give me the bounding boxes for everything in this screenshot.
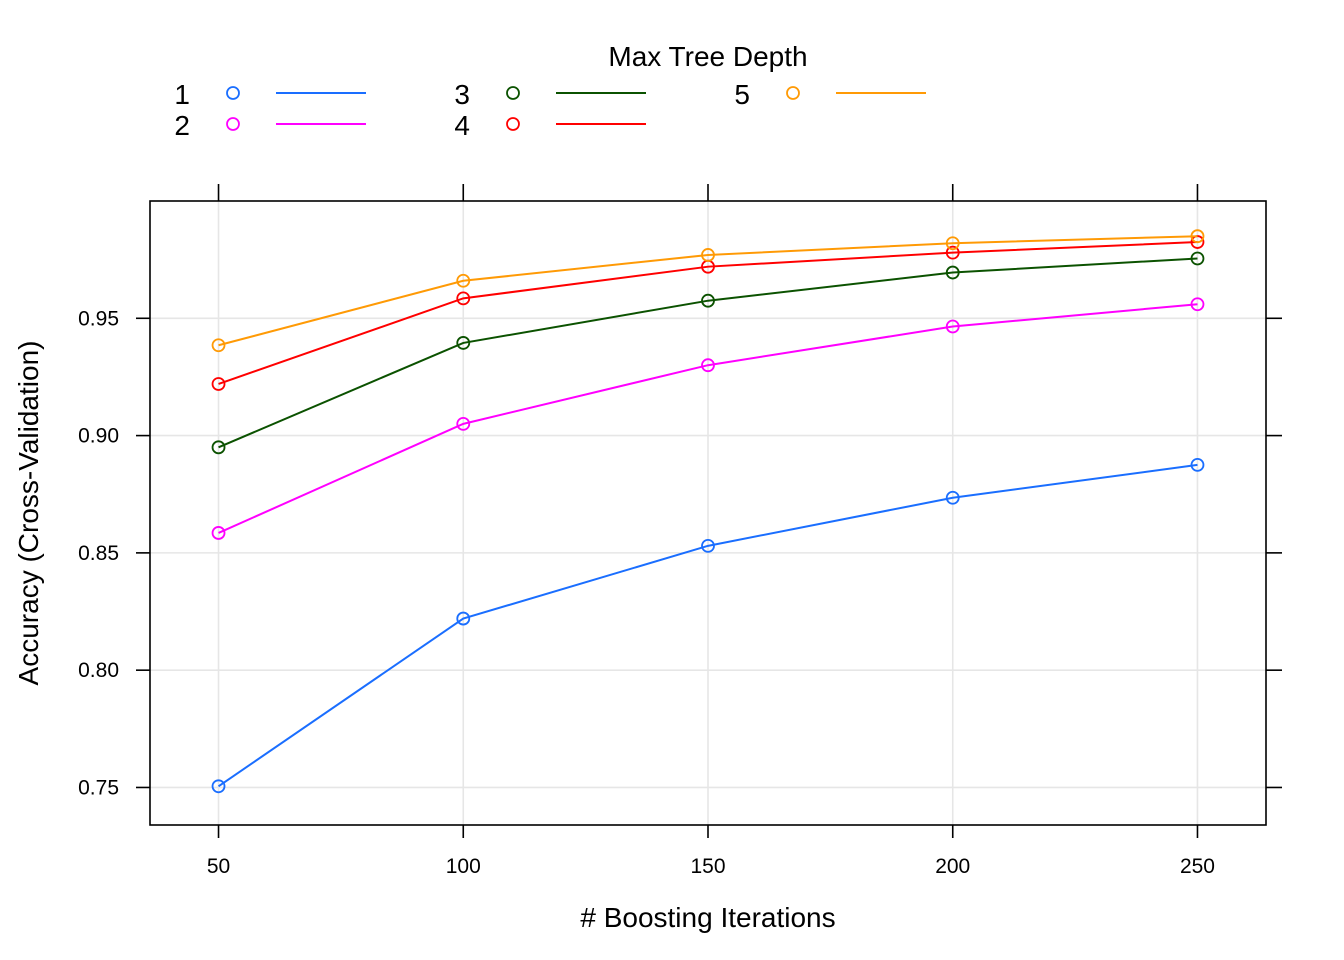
data-point bbox=[456, 611, 471, 626]
axes: 50 100 150 200 250 0.75 0.80 0.85 0.90 0.95 bbox=[78, 184, 1282, 878]
legend-label: 5 bbox=[734, 79, 750, 110]
data-point bbox=[701, 293, 715, 308]
x-tick-label: 200 bbox=[935, 855, 970, 878]
legend-item-2: 2 bbox=[174, 110, 366, 141]
x-tick-label: 50 bbox=[207, 855, 230, 878]
data-point bbox=[1190, 297, 1205, 312]
y-tick-label: 0.85 bbox=[78, 542, 119, 565]
data-point bbox=[211, 377, 226, 391]
data-point bbox=[456, 336, 471, 350]
legend-item-1: 1 bbox=[174, 79, 366, 110]
data-point bbox=[211, 779, 226, 794]
data-point bbox=[945, 245, 960, 260]
data-point bbox=[945, 265, 960, 280]
y-tick-label: 0.80 bbox=[78, 659, 119, 682]
legend-point-swatch bbox=[786, 86, 800, 100]
series-4 bbox=[211, 235, 1205, 391]
data-point bbox=[945, 490, 960, 505]
y-tick-label: 0.75 bbox=[78, 776, 119, 799]
data-point bbox=[945, 236, 960, 251]
legend-point-swatch bbox=[226, 117, 240, 131]
legend-label: 3 bbox=[454, 79, 470, 110]
series-line bbox=[218, 241, 1198, 385]
legend-label: 4 bbox=[454, 110, 470, 141]
legend-title: Max Tree Depth bbox=[608, 41, 807, 72]
data-point bbox=[1190, 229, 1205, 244]
legend-label: 2 bbox=[174, 110, 190, 141]
legend-item-5: 5 bbox=[734, 79, 926, 110]
data-point bbox=[456, 416, 471, 431]
y-axis-title: Accuracy (Cross-Validation) bbox=[13, 341, 44, 686]
series-line bbox=[217, 463, 1198, 788]
y-tick-label: 0.90 bbox=[78, 425, 119, 448]
x-axis-title: # Boosting Iterations bbox=[580, 902, 835, 933]
data-point bbox=[945, 319, 960, 334]
data-point bbox=[701, 248, 715, 262]
data-point bbox=[1190, 251, 1205, 266]
data-point bbox=[701, 358, 715, 373]
x-tick-label: 150 bbox=[690, 855, 725, 878]
legend-point-swatch bbox=[506, 117, 520, 131]
y-tick-label: 0.95 bbox=[78, 307, 119, 330]
data-point bbox=[701, 538, 715, 553]
data-point bbox=[456, 273, 471, 288]
series-layer bbox=[211, 229, 1205, 794]
grid bbox=[150, 201, 1266, 825]
x-tick-label: 100 bbox=[446, 855, 481, 878]
legend-item-4: 4 bbox=[454, 110, 646, 141]
data-point bbox=[456, 291, 471, 306]
data-point bbox=[1190, 458, 1205, 472]
series-line bbox=[218, 257, 1198, 449]
series-line bbox=[218, 235, 1198, 347]
legend-point-swatch bbox=[226, 86, 240, 100]
legend-point-swatch bbox=[506, 86, 520, 100]
data-point bbox=[211, 440, 226, 455]
data-point bbox=[211, 338, 226, 353]
x-tick-label: 250 bbox=[1180, 855, 1215, 878]
series-line bbox=[218, 303, 1198, 534]
data-point bbox=[1190, 235, 1205, 249]
series-3 bbox=[211, 251, 1205, 455]
legend: Max Tree Depth 12 34 5 bbox=[174, 41, 926, 141]
legend-label: 1 bbox=[174, 79, 190, 110]
legend-item-3: 3 bbox=[454, 79, 646, 110]
series-1 bbox=[211, 458, 1205, 794]
series-2 bbox=[211, 297, 1205, 540]
data-point bbox=[211, 526, 226, 540]
series-5 bbox=[211, 229, 1205, 353]
